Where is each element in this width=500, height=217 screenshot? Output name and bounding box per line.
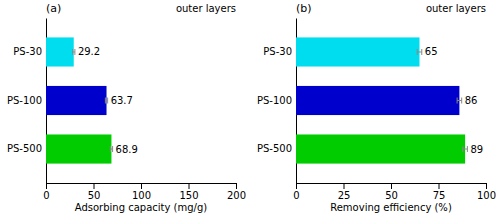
data-label: 63.7 xyxy=(111,95,133,106)
error-bar-cap xyxy=(74,49,75,55)
x-tick-label: 150 xyxy=(179,190,198,201)
x-tick-label: 25 xyxy=(338,190,351,201)
x-axis-line xyxy=(47,184,237,190)
y-tick-label: PS-100 xyxy=(7,95,42,106)
bar xyxy=(296,86,459,115)
data-label: 89 xyxy=(470,144,483,155)
x-tick: 50 xyxy=(385,183,398,201)
x-tick: 75 xyxy=(433,183,446,201)
x-tick-label: 100 xyxy=(477,190,496,201)
error-bar-cap xyxy=(461,98,462,104)
y-axis: PS-500 PS-100 PS-30 xyxy=(7,19,47,184)
y-tick: PS-100 xyxy=(7,95,46,106)
bar xyxy=(46,37,74,66)
error-bar xyxy=(73,49,75,55)
data-label: 29.2 xyxy=(78,46,100,57)
x-tick-label: 75 xyxy=(433,190,446,201)
annotation: outer layers xyxy=(176,3,236,14)
x-tick: 100 xyxy=(132,183,151,201)
x-tick-mark xyxy=(296,183,297,189)
x-tick: 100 xyxy=(477,183,496,201)
x-axis-title: Adsorbing capacity (mg/g) xyxy=(75,202,208,213)
panel: 0 25 50 75 100 PS-500 PS-100 PS-30 89 86 65 (b) oute… xyxy=(257,2,496,213)
y-axis: PS-500 PS-100 PS-30 xyxy=(257,19,297,184)
x-tick: 0 xyxy=(43,183,49,201)
x-axis-line xyxy=(297,184,487,190)
x-axis: 0 50 100 150 200 xyxy=(43,183,246,201)
plot-marks xyxy=(296,37,467,163)
data-label: 68.9 xyxy=(116,144,138,155)
error-bar-cap xyxy=(421,49,422,55)
bar xyxy=(296,37,420,66)
data-label: 65 xyxy=(425,46,438,57)
x-tick-mark xyxy=(391,183,392,189)
y-tick: PS-100 xyxy=(257,95,296,106)
x-tick-mark xyxy=(486,183,487,189)
title: (a) xyxy=(46,2,61,15)
bar xyxy=(296,134,465,163)
y-tick-label: PS-500 xyxy=(257,143,292,154)
error-bar xyxy=(463,146,468,152)
error-bar-cap xyxy=(110,146,111,152)
x-tick: 25 xyxy=(338,183,351,201)
x-tick-mark xyxy=(344,183,345,189)
panel: 0 50 100 150 200 PS-500 PS-100 PS-30 68.9 63.7 29.… xyxy=(7,2,246,213)
y-tick: PS-500 xyxy=(7,143,46,154)
x-tick-mark xyxy=(189,183,190,189)
error-bar-line xyxy=(463,149,468,150)
error-bar xyxy=(105,98,107,104)
error-bar-line xyxy=(457,100,462,101)
x-tick: 200 xyxy=(227,183,246,201)
x-tick: 50 xyxy=(88,183,101,201)
y-tick: PS-30 xyxy=(13,46,46,57)
data-label: 86 xyxy=(465,95,478,106)
x-tick-mark xyxy=(439,183,440,189)
x-tick-label: 200 xyxy=(227,190,246,201)
error-bar-cap xyxy=(112,146,113,152)
y-tick-label: PS-30 xyxy=(13,46,42,57)
x-tick-mark xyxy=(46,183,47,189)
y-tick-label: PS-100 xyxy=(257,95,292,106)
bar xyxy=(46,134,111,163)
x-tick-label: 100 xyxy=(132,190,151,201)
error-bar-cap xyxy=(467,146,468,152)
error-bar-cap xyxy=(462,146,463,152)
x-tick-mark xyxy=(141,183,142,189)
error-bar-cap xyxy=(72,49,73,55)
x-tick-mark xyxy=(236,183,237,189)
y-tick: PS-500 xyxy=(257,143,296,154)
x-tick-label: 0 xyxy=(43,190,49,201)
error-bar-cap xyxy=(107,98,108,104)
plot-marks xyxy=(46,37,113,163)
x-tick-mark xyxy=(94,183,95,189)
x-axis-title: Removing efficiency (%) xyxy=(330,202,452,213)
error-bar-cap xyxy=(105,98,106,104)
title: (b) xyxy=(296,2,312,15)
bar xyxy=(46,86,107,115)
x-tick: 150 xyxy=(179,183,198,201)
y-tick-label: PS-500 xyxy=(7,143,42,154)
x-tick-label: 50 xyxy=(88,190,101,201)
y-tick: PS-30 xyxy=(263,46,296,57)
x-tick-label: 0 xyxy=(293,190,299,201)
error-bar-cap xyxy=(457,98,458,104)
error-bar xyxy=(457,98,462,104)
error-bar-cap xyxy=(417,49,418,55)
error-bar xyxy=(417,49,422,55)
x-axis: 0 25 50 75 100 xyxy=(293,183,496,201)
x-tick-label: 50 xyxy=(385,190,398,201)
x-tick: 0 xyxy=(293,183,299,201)
annotation: outer layers xyxy=(426,3,486,14)
error-bar-line xyxy=(417,51,422,52)
y-tick-label: PS-30 xyxy=(263,46,292,57)
error-bar xyxy=(110,146,112,152)
figure: 0 50 100 150 200 PS-500 PS-100 PS-30 68.9 63.7 29.… xyxy=(0,0,500,217)
